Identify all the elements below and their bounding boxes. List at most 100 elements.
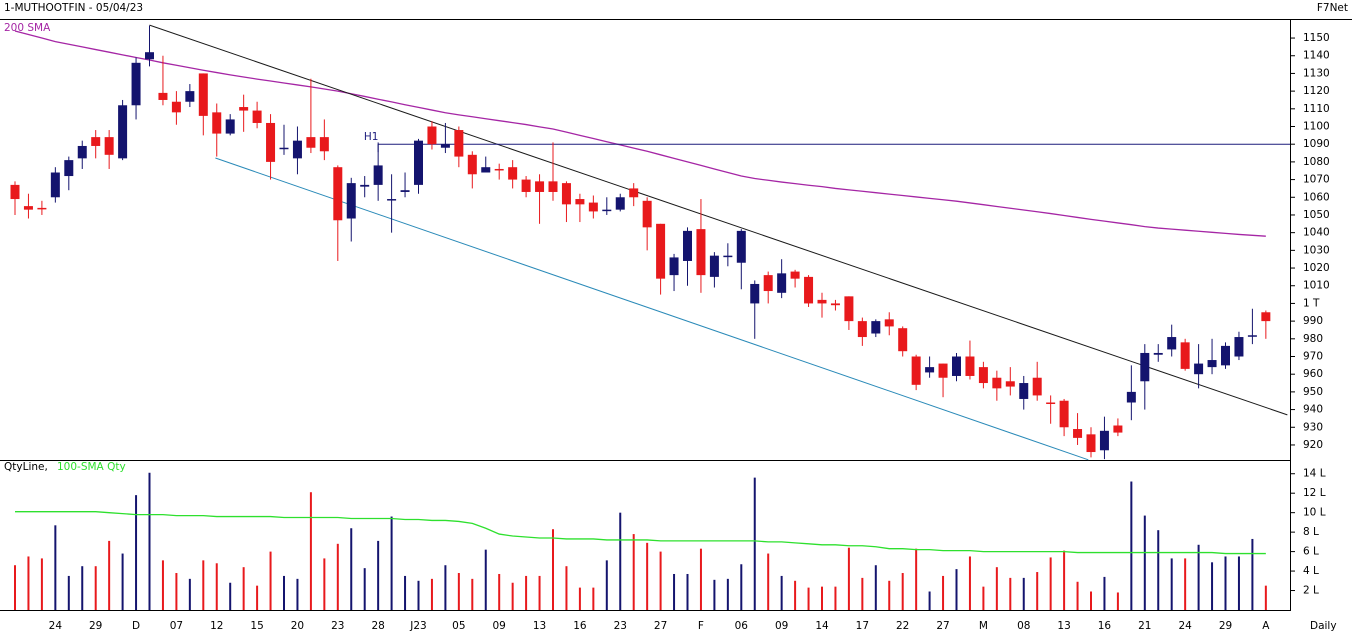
candle-body — [1073, 429, 1083, 438]
candle-body — [938, 363, 948, 378]
candle-body — [548, 181, 558, 192]
volume-bar — [525, 575, 528, 610]
candle-body — [508, 167, 518, 180]
candle-body — [575, 199, 585, 205]
candle-body — [978, 367, 988, 384]
candle-body — [333, 167, 343, 221]
candle-body — [225, 119, 235, 134]
y-tick-label: 1 T — [1303, 297, 1320, 309]
x-tick-label: 05 — [452, 620, 465, 632]
candle-body — [535, 181, 545, 192]
candle-body — [10, 184, 20, 200]
x-tick-label: 16 — [1098, 620, 1112, 632]
volume-bar — [283, 575, 285, 610]
volume-bar — [955, 569, 958, 610]
volume-bar — [1036, 572, 1039, 610]
candle-body — [185, 91, 195, 102]
volume-bar — [982, 586, 985, 610]
volume-bar — [363, 568, 366, 610]
candle-body — [602, 209, 612, 212]
volume-bar — [309, 492, 312, 610]
volume-bar — [444, 565, 447, 610]
candle-body — [252, 110, 262, 123]
candle-body — [763, 275, 773, 292]
y-tick-label: 950 — [1303, 386, 1323, 398]
x-tick-label: 12 — [210, 620, 223, 632]
y-tick-label: 920 — [1303, 439, 1323, 451]
volume-bar — [713, 579, 716, 610]
volume-bar — [1009, 577, 1012, 610]
x-tick-label: 17 — [856, 620, 869, 632]
candle-body — [898, 328, 908, 352]
volume-bar — [552, 529, 554, 610]
volume-bar — [699, 548, 702, 610]
x-tick-label: 23 — [331, 620, 344, 632]
candle-body — [104, 137, 114, 155]
candle-body — [494, 168, 504, 171]
x-tick-label: 21 — [1138, 620, 1151, 632]
candle-body — [414, 140, 423, 185]
x-tick-label: J23 — [409, 620, 426, 632]
volume-bar — [67, 575, 70, 610]
candle-body — [118, 105, 128, 159]
volume-bar — [942, 575, 945, 610]
volume-bar — [995, 567, 998, 610]
volume-bar — [256, 585, 259, 610]
x-tick-label: A — [1262, 620, 1270, 632]
volume-bar — [350, 528, 353, 610]
x-tick-label: 15 — [250, 620, 263, 632]
candle-body — [158, 92, 168, 100]
x-tick-label: 22 — [896, 620, 909, 632]
candle-body — [266, 122, 276, 162]
y-tick-label: 1120 — [1303, 85, 1330, 97]
volume-bar — [1022, 577, 1025, 610]
candle-body — [467, 154, 477, 175]
x-tick-label: 06 — [735, 620, 749, 632]
x-tick-label: M — [979, 620, 988, 632]
volume-bar — [1237, 556, 1240, 610]
candle-body — [212, 112, 222, 134]
volume-bar — [1197, 544, 1200, 610]
candle-body — [817, 299, 827, 304]
volume-bar — [108, 540, 111, 610]
volume-bar — [94, 566, 97, 610]
candle-body — [1059, 400, 1069, 428]
y-tick-label: 1020 — [1303, 262, 1330, 274]
volume-bar — [968, 556, 971, 610]
candle-body — [37, 207, 47, 210]
volume-bar — [161, 560, 164, 610]
chart-title: 1-MUTHOOTFIN - 05/04/23 — [4, 2, 143, 14]
volume-bar — [1090, 591, 1092, 610]
volume-bar — [457, 573, 460, 610]
x-tick-label: 08 — [1017, 620, 1030, 632]
candle-body — [669, 257, 679, 276]
candle-body — [1247, 335, 1257, 337]
y-tick-label: 8 L — [1303, 526, 1319, 538]
y-tick-label: 1090 — [1303, 138, 1330, 150]
x-tick-label: 09 — [775, 620, 788, 632]
candle-body — [561, 183, 571, 205]
volume-bar — [471, 578, 474, 610]
y-tick-label: 1080 — [1303, 156, 1330, 168]
y-tick-label: 10 L — [1303, 507, 1326, 519]
y-tick-label: 6 L — [1303, 546, 1319, 558]
volume-bar — [229, 582, 232, 610]
volume-bar — [888, 580, 891, 610]
y-tick-label: 970 — [1303, 351, 1323, 363]
y-tick-label: 1150 — [1303, 32, 1330, 44]
qty-label: QtyLine, — [4, 461, 48, 473]
x-tick-label: 07 — [170, 620, 183, 632]
volume-bar — [484, 549, 487, 610]
x-tick-label: 09 — [493, 620, 506, 632]
volume-bar — [390, 516, 393, 610]
trendline — [149, 24, 1288, 416]
y-tick-label: 1050 — [1303, 209, 1330, 221]
volume-bar — [673, 573, 676, 610]
candle-body — [1126, 391, 1136, 403]
volume-bar — [404, 575, 407, 610]
sma-line — [14, 30, 1266, 237]
candle-body — [1167, 337, 1177, 350]
y-tick-label: 1060 — [1303, 191, 1330, 203]
volume-bar — [794, 580, 797, 610]
x-tick-label: 14 — [815, 620, 829, 632]
